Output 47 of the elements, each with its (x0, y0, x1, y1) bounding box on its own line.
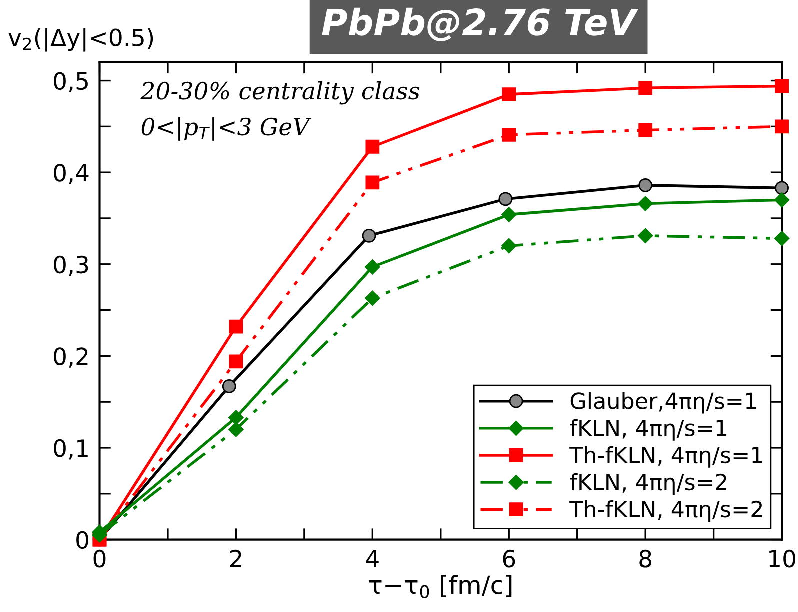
point (365, 260, 380, 275)
y-tick-label: 0,4 (54, 164, 89, 184)
x-tick-label: 0 (94, 550, 106, 568)
point (638, 178, 653, 192)
point (366, 176, 380, 190)
legend-label: fKLN, 4πη/s=1 (570, 419, 727, 441)
chart-title: PbPb@2.76 TeV (322, 8, 639, 42)
y-axis-title: v$_{2}$(|Δy|<0.5) (8, 28, 154, 52)
point (498, 192, 513, 206)
point (775, 181, 789, 196)
x-tick-label: 2 (230, 550, 242, 568)
point (638, 228, 654, 244)
x-tick-label: 6 (503, 550, 516, 568)
point (229, 354, 244, 369)
legend-label: fKLN, 4πη/s=2 (570, 473, 726, 495)
point (638, 123, 653, 138)
point (774, 231, 790, 246)
point (502, 88, 516, 102)
point (365, 290, 380, 306)
point (774, 192, 790, 208)
point (229, 320, 244, 334)
point (502, 207, 517, 222)
point (362, 228, 376, 243)
point (775, 79, 789, 94)
x-tick-label: 4 (366, 550, 379, 568)
point (638, 81, 653, 96)
y-tick-label: 0,3 (54, 256, 88, 276)
point (228, 410, 244, 426)
point (775, 120, 789, 134)
point (228, 422, 244, 438)
legend-label: Th-fKLN, 4πη/s=2 (570, 500, 762, 522)
annotation: 20-30% centrality class (140, 82, 420, 105)
point (502, 128, 516, 142)
x-tick-label: 8 (640, 550, 652, 568)
point (502, 238, 517, 254)
y-tick-label: 0 (76, 531, 88, 550)
y-tick-label: 0,1 (54, 439, 88, 460)
x-tick-label: 10 (770, 550, 796, 568)
x-axis-title: τ−τ$_{0}$ [fm/c] (369, 575, 512, 598)
y-tick-label: 0,5 (54, 72, 88, 92)
legend-label: Th-fKLN, 4πη/s=1 (570, 446, 762, 468)
legend-label: Glauber,4πη/s=1 (570, 392, 756, 414)
annotation: 0<|p$_{T}$|<3 GeV (142, 117, 312, 141)
point (366, 140, 380, 154)
point (222, 380, 236, 394)
point (638, 196, 654, 212)
y-tick-label: 0,2 (54, 348, 88, 368)
